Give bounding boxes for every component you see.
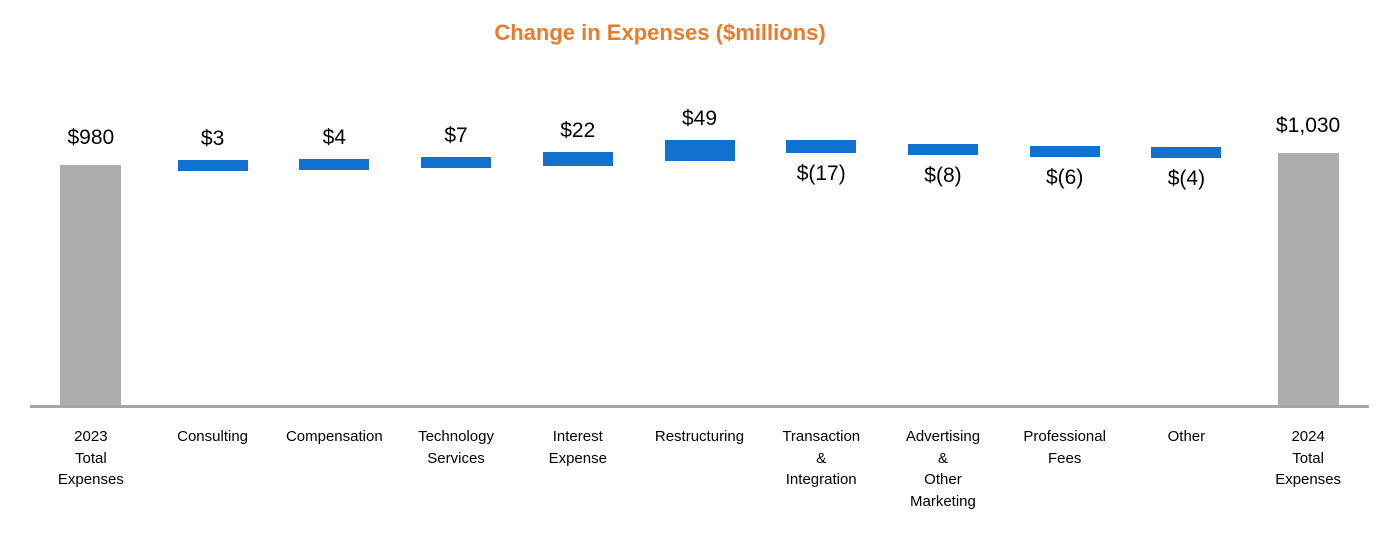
category-label-line: & (937, 449, 948, 467)
category-label-line: 2024 (1291, 428, 1325, 445)
value-label-transaction-integration: $(17) (796, 162, 846, 186)
value-label-consulting: $3 (200, 126, 225, 150)
bar-restructuring (664, 140, 735, 162)
chart-title: Change in Expenses ($millions) (494, 20, 826, 45)
category-label-line: Expenses (1275, 471, 1342, 488)
category-label-line: Technology (418, 428, 494, 445)
category-label-interest-expense: Interest Expense (517, 426, 639, 469)
category-label-line: Fees (1047, 449, 1082, 467)
category-label-line: Total (1292, 449, 1324, 467)
value-label-2024-total-expenses: $1,030 (1276, 114, 1341, 138)
category-label-other: Other (1126, 426, 1248, 448)
bar-transaction-integration (786, 140, 857, 154)
bar-advertising-other-marketing (907, 144, 978, 156)
category-label-line: Restructuring (654, 428, 745, 445)
value-label-2023-total-expenses: $980 (67, 126, 115, 150)
category-label-line: Other (924, 471, 962, 488)
category-label-2024-total-expenses: 2024 Total Expenses (1247, 426, 1369, 491)
bar-2024-total-expenses (1277, 153, 1339, 406)
bar-2023-total-expenses (60, 165, 122, 406)
category-label-consulting: Consulting (152, 426, 274, 448)
category-label-line: Consulting (177, 428, 249, 445)
bar-compensation (299, 158, 370, 170)
category-label-line: Transaction (782, 428, 861, 445)
category-label-line: Marketing (910, 492, 976, 510)
value-label-compensation: $4 (322, 125, 346, 149)
category-label-line: Compensation (285, 428, 383, 445)
value-label-other: $(4) (1167, 167, 1206, 191)
bar-other (1151, 147, 1222, 159)
category-label-professional-fees: Professional Fees (1004, 426, 1126, 469)
bar-professional-fees (1029, 145, 1100, 157)
category-label-line: Interest (552, 428, 603, 445)
value-label-technology-services: $7 (444, 124, 468, 148)
category-label-line: Services (427, 449, 485, 467)
x-axis-line (30, 405, 1369, 408)
value-label-restructuring: $49 (681, 107, 718, 131)
category-label-transaction-integration: Transaction & Integration (760, 426, 882, 491)
category-label-2023-total-expenses: 2023 Total Expenses (30, 426, 152, 491)
category-label-compensation: Compensation (273, 426, 395, 448)
category-label-line: 2023 (74, 428, 108, 445)
bar-consulting (177, 159, 248, 171)
category-label-line: Expense (548, 449, 607, 467)
category-label-line: Professional (1023, 428, 1106, 445)
category-label-line: Other (1167, 428, 1206, 445)
category-label-line: Total (75, 449, 107, 467)
category-label-technology-services: Technology Services (395, 426, 517, 469)
category-label-line: & (816, 449, 827, 467)
bar-technology-services (421, 157, 492, 169)
category-label-restructuring: Restructuring (639, 426, 761, 448)
category-label-line: Expenses (57, 471, 124, 488)
value-label-advertising-other-marketing: $(8) (924, 164, 962, 188)
category-label-advertising-other-marketing: Advertising & Other Marketing (882, 426, 1004, 512)
value-label-interest-expense: $22 (560, 119, 596, 143)
category-label-line: Advertising (905, 428, 981, 445)
value-label-professional-fees: $(6) (1045, 165, 1084, 189)
category-label-line: Integration (785, 471, 857, 488)
bar-interest-expense (542, 152, 613, 167)
